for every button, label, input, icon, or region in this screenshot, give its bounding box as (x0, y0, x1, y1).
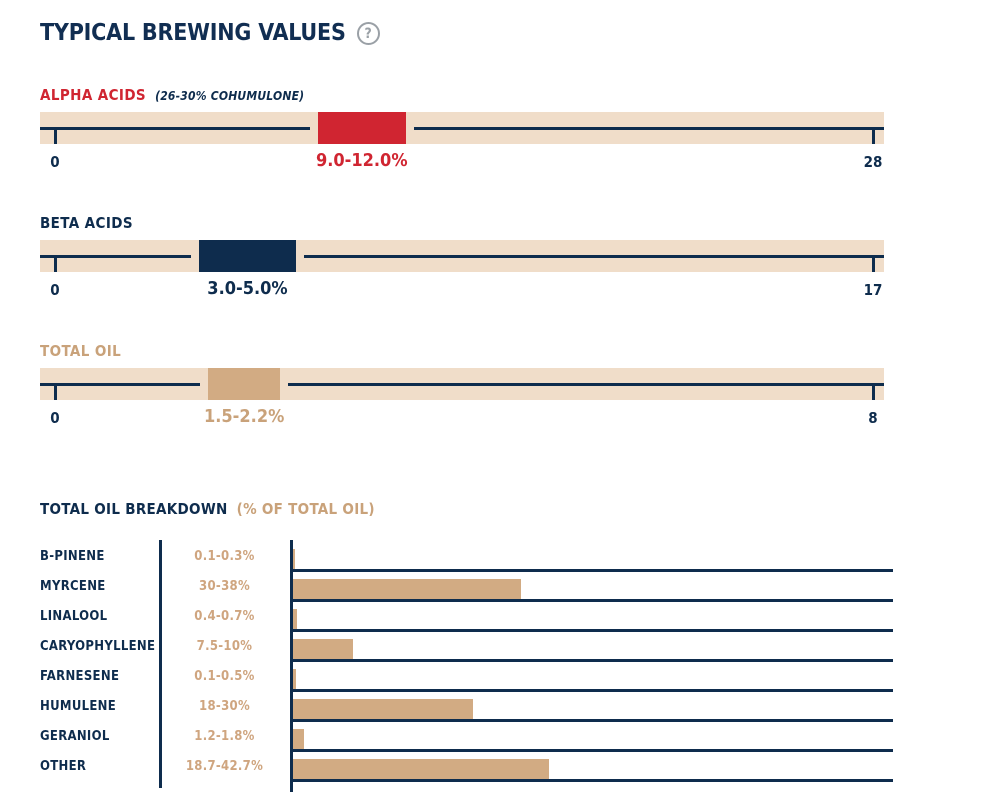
breakdown-row: OTHER 18.7-42.7% (40, 752, 893, 782)
compound-bar-cell (290, 752, 893, 782)
breakdown-title: TOTAL OIL BREAKDOWN (40, 500, 228, 518)
typical-brewing-values-panel: TYPICAL BREWING VALUES ? ALPHA ACIDS (26… (40, 18, 1004, 792)
breakdown-subtitle: (% OF TOTAL OIL) (236, 500, 375, 518)
breakdown-row: LINALOOL 0.4-0.7% (40, 602, 893, 632)
compound-range-value: 7.5-10% (196, 639, 253, 654)
alpha-acids-section: ALPHA ACIDS (26-30% COHUMULONE) 0 9.0-12… (40, 86, 884, 176)
table-divider-line (159, 540, 162, 788)
total-oil-header: TOTAL OIL (40, 342, 884, 360)
compound-bar-cell (290, 572, 893, 602)
breakdown-table: B-PINENE 0.1-0.3% MYRCENE 30-38% LINALOO… (40, 540, 893, 792)
alpha-acids-range-value: 9.0-12.0% (315, 150, 408, 171)
compound-name: HUMULENE (40, 699, 117, 714)
axis-min-label: 0 (50, 153, 60, 171)
compound-bar (293, 579, 521, 599)
breakdown-row: FARNESENE 0.1-0.5% (40, 662, 893, 692)
axis-max-label: 17 (863, 281, 883, 299)
compound-range-value: 0.1-0.5% (194, 669, 255, 684)
compound-name: MYRCENE (40, 579, 106, 594)
compound-name: B-PINENE (40, 549, 105, 564)
axis-line-left (40, 383, 201, 386)
alpha-acids-header: ALPHA ACIDS (26-30% COHUMULONE) (40, 86, 884, 104)
help-icon[interactable]: ? (356, 22, 380, 45)
compound-bar-cell (290, 542, 893, 572)
axis-tick-min (53, 127, 57, 144)
axis-line-right (287, 383, 884, 386)
axis-line-left (40, 127, 310, 130)
axis-min-label: 0 (50, 409, 60, 427)
breakdown-header: TOTAL OIL BREAKDOWN (% OF TOTAL OIL) (40, 500, 1004, 518)
page-header: TYPICAL BREWING VALUES ? (40, 18, 1004, 48)
axis-min-label: 0 (50, 281, 60, 299)
total-oil-section: TOTAL OIL 0 1.5-2.2% 8 (40, 342, 884, 432)
compound-name: FARNESENE (40, 669, 120, 684)
compound-name: CARYOPHYLLENE (40, 639, 156, 654)
beta-acids-range-value: 3.0-5.0% (207, 278, 288, 299)
breakdown-row: GERANIOL 1.2-1.8% (40, 722, 893, 752)
compound-bar-cell (290, 602, 893, 632)
compound-bar-cell (290, 662, 893, 692)
axis-tick-max (871, 255, 875, 272)
compound-bar-cell (290, 722, 893, 752)
compound-range-value: 0.1-0.3% (194, 549, 255, 564)
beta-acids-axis-labels: 0 3.0-5.0% 17 (40, 278, 884, 304)
axis-line-left (40, 255, 192, 258)
axis-tick-min (53, 383, 57, 400)
axis-line-right (303, 255, 884, 258)
compound-bar (293, 729, 304, 749)
compound-bar (293, 759, 550, 779)
total-oil-label: TOTAL OIL (40, 342, 122, 360)
axis-max-label: 28 (863, 153, 883, 171)
compound-name: LINALOOL (40, 609, 108, 624)
beta-acids-section: BETA ACIDS 0 3.0-5.0% 17 (40, 214, 884, 304)
compound-range-value: 18.7-42.7% (185, 759, 264, 774)
alpha-acids-range-track (40, 112, 884, 144)
total-oil-breakdown-section: TOTAL OIL BREAKDOWN (% OF TOTAL OIL) B-P… (40, 500, 1004, 792)
alpha-acids-range-box (317, 112, 406, 144)
compound-range-value: 18-30% (199, 699, 250, 714)
page-title: TYPICAL BREWING VALUES (40, 20, 346, 46)
total-oil-range-value: 1.5-2.2% (203, 406, 285, 427)
breakdown-row: B-PINENE 0.1-0.3% (40, 542, 893, 572)
cohumulone-sublabel: (26-30% COHUMULONE) (155, 89, 305, 103)
axis-tick-max (871, 127, 875, 144)
axis-max-label: 8 (868, 409, 878, 427)
total-oil-axis-labels: 0 1.5-2.2% 8 (40, 406, 884, 432)
compound-range-value: 30-38% (199, 579, 250, 594)
compound-bar-cell (290, 692, 893, 722)
compound-range-value: 1.2-1.8% (194, 729, 255, 744)
beta-acids-range-track (40, 240, 884, 272)
alpha-acids-axis-labels: 0 9.0-12.0% 28 (40, 150, 884, 176)
breakdown-row: CARYOPHYLLENE 7.5-10% (40, 632, 893, 662)
total-oil-range-box (208, 368, 280, 400)
alpha-acids-label: ALPHA ACIDS (40, 86, 147, 104)
compound-bar (293, 549, 295, 569)
axis-tick-max (871, 383, 875, 400)
compound-name: OTHER (40, 759, 87, 774)
compound-bar (293, 639, 353, 659)
compound-range-value: 0.4-0.7% (194, 609, 255, 624)
compound-bar (293, 669, 296, 689)
breakdown-row: HUMULENE 18-30% (40, 692, 893, 722)
beta-acids-range-box (199, 240, 296, 272)
compound-bar (293, 609, 298, 629)
axis-tick-min (53, 255, 57, 272)
breakdown-row: MYRCENE 30-38% (40, 572, 893, 602)
compound-bar (293, 699, 473, 719)
beta-acids-header: BETA ACIDS (40, 214, 884, 232)
compound-name: GERANIOL (40, 729, 110, 744)
chart-axis-line (290, 540, 293, 792)
beta-acids-label: BETA ACIDS (40, 214, 133, 232)
total-oil-range-track (40, 368, 884, 400)
compound-bar-cell (290, 632, 893, 662)
axis-line-right (413, 127, 884, 130)
